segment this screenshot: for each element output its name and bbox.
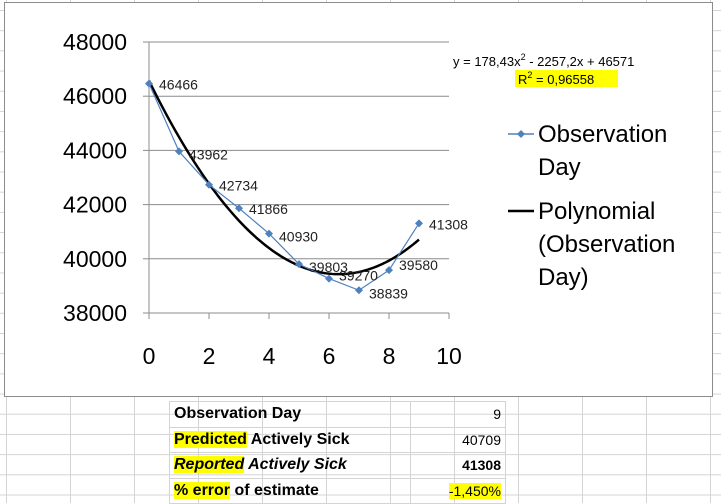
series-group <box>145 79 423 295</box>
data-label: 40930 <box>279 229 318 245</box>
x-tick-label: 0 <box>143 343 156 369</box>
legend-polynomial-label-1: Polynomial <box>538 198 655 225</box>
polynomial-trendline <box>147 80 420 276</box>
error-label[interactable]: % error of estimate <box>169 477 411 504</box>
observation-day-label[interactable]: Observation Day <box>169 401 411 428</box>
data-label: 41308 <box>429 216 468 232</box>
error-value[interactable]: -1,450% <box>410 477 506 504</box>
data-label: 46466 <box>159 77 198 93</box>
data-label: 41866 <box>249 201 288 217</box>
data-label: 42734 <box>219 178 258 194</box>
x-axis-ticks: 0 2 4 6 8 10 <box>143 313 462 369</box>
legend-polynomial-label-3: Day) <box>538 264 589 291</box>
x-tick-label: 8 <box>383 343 396 369</box>
legend: Observation Day Polynomial (Observation … <box>508 121 675 291</box>
predicted-value[interactable]: 40709 <box>410 426 506 453</box>
reported-value[interactable]: 41308 <box>410 452 506 479</box>
table-row: Observation Day 9 <box>169 401 506 428</box>
y-tick-label: 44000 <box>63 137 127 163</box>
trendline-group <box>147 80 420 276</box>
y-tick-label: 48000 <box>63 29 127 55</box>
trend-equation: y = 178,43x2 - 2257,2x + 46571 <box>453 52 634 69</box>
data-point <box>265 229 273 238</box>
table-row: Reported Actively Sick 41308 <box>169 452 506 479</box>
table-row: % error of estimate -1,450% <box>169 477 506 504</box>
data-point <box>175 147 183 156</box>
y-tick-label: 46000 <box>63 83 127 109</box>
data-point <box>325 274 333 283</box>
data-label: 38839 <box>369 285 408 301</box>
x-tick-label: 2 <box>203 343 216 369</box>
reported-label[interactable]: Reported Actively Sick <box>169 452 411 479</box>
r-squared-highlight <box>515 70 618 87</box>
summary-table: Observation Day 9 Predicted Actively Sic… <box>169 401 506 504</box>
data-label: 43962 <box>189 146 228 162</box>
data-point <box>355 286 363 295</box>
legend-observation-marker <box>517 130 525 138</box>
chart-area[interactable] <box>4 2 713 397</box>
legend-observation-label-2: Day <box>538 154 581 181</box>
y-axis-ticks: 48000 46000 44000 42000 40000 38000 <box>63 29 149 326</box>
data-label: 39270 <box>339 268 378 284</box>
y-tick-label: 42000 <box>63 192 127 218</box>
data-point <box>295 260 303 269</box>
x-tick-label: 6 <box>323 343 336 369</box>
x-tick-label: 4 <box>263 343 276 369</box>
data-labels: 46466 43962 42734 41866 40930 398033927038839… <box>159 77 468 302</box>
data-label: 39580 <box>399 257 438 273</box>
observation-day-value[interactable]: 9 <box>410 401 506 428</box>
x-tick-label: 10 <box>436 343 462 369</box>
predicted-label[interactable]: Predicted Actively Sick <box>169 426 411 453</box>
data-label: 39803 <box>309 259 348 275</box>
legend-observation-label-1: Observation <box>538 121 667 148</box>
data-point <box>205 180 213 189</box>
legend-polynomial-label-2: (Observation <box>538 231 675 258</box>
data-point <box>415 219 423 228</box>
data-point <box>235 204 243 213</box>
y-tick-label: 40000 <box>63 246 127 272</box>
observation-line <box>148 83 420 291</box>
table-row: Predicted Actively Sick 40709 <box>169 426 506 453</box>
data-point <box>385 266 393 275</box>
y-tick-label: 38000 <box>63 300 127 326</box>
data-point <box>145 79 153 88</box>
chart-svg: 48000 46000 44000 42000 40000 38000 0 2 4 6 8 10 4… <box>63 29 675 369</box>
r-squared: R2 = 0,96558 <box>518 70 594 87</box>
